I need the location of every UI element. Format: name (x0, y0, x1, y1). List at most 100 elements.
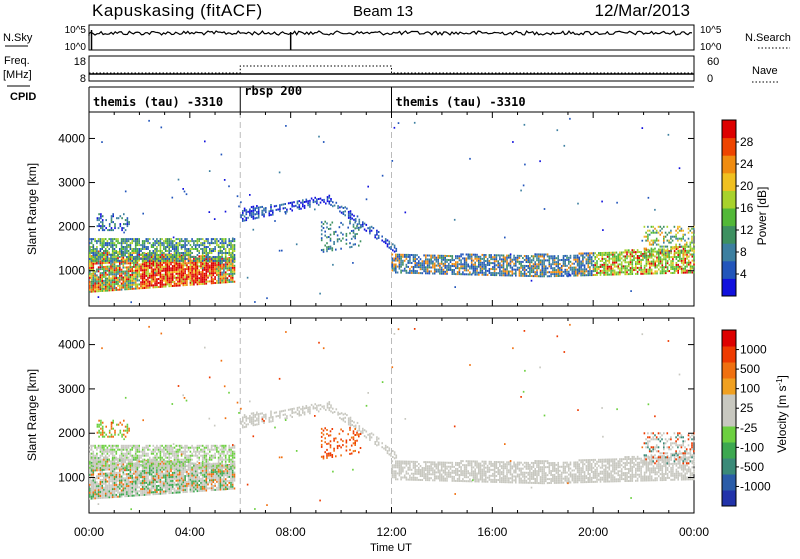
range-gate-cell (314, 197, 316, 199)
range-gate-cell (690, 242, 692, 244)
range-gate-cell (524, 255, 526, 257)
range-gate-cell (206, 281, 208, 283)
range-gate-cell (503, 255, 505, 257)
range-gate-cell (197, 242, 199, 244)
range-gate-cell (644, 267, 646, 269)
range-gate-cell (661, 246, 663, 248)
range-gate-cell (209, 244, 211, 246)
range-gate-cell (684, 266, 686, 268)
range-gate-cell (543, 260, 545, 262)
range-gate-cell (114, 496, 116, 498)
range-gate-cell (510, 275, 512, 277)
range-gate-cell (610, 274, 612, 276)
range-gate-cell (473, 264, 475, 266)
range-gate-cell (683, 262, 685, 264)
range-gate-cell (98, 286, 100, 288)
range-gate-cell (114, 261, 116, 263)
range-gate-cell (686, 272, 688, 274)
range-gate-cell (418, 262, 420, 264)
range-gate-cell (105, 266, 107, 268)
range-gate-cell (144, 260, 146, 262)
range-gate-cell (351, 246, 353, 248)
range-gate-cell (121, 242, 123, 244)
range-gate-cell (443, 273, 445, 275)
range-gate-cell (207, 246, 209, 248)
range-gate-cell (119, 260, 121, 262)
range-gate-cell (133, 258, 135, 260)
range-gate-cell (154, 483, 156, 485)
range-gate-cell (686, 254, 688, 256)
range-gate-cell (450, 255, 452, 257)
range-gate-cell (172, 256, 174, 258)
range-gate-cell (116, 482, 118, 484)
range-gate-cell (343, 207, 345, 209)
range-gate-cell (206, 246, 208, 248)
range-gate-cell (133, 240, 135, 242)
range-gate-cell (158, 264, 160, 266)
range-gate-cell (218, 282, 220, 284)
range-gate-cell (570, 255, 572, 257)
range-gate-cell (542, 273, 544, 275)
range-gate-cell (441, 257, 443, 259)
range-gate-cell (450, 261, 452, 263)
range-gate-cell (114, 474, 116, 476)
range-gate-cell (107, 278, 109, 280)
range-gate-cell (117, 472, 119, 474)
range-gate-cell (91, 258, 93, 260)
range-gate-cell (420, 264, 422, 266)
range-gate-cell (430, 263, 432, 265)
range-gate-cell (385, 238, 387, 240)
range-gate-cell (330, 198, 332, 200)
range-gate-cell (227, 273, 229, 275)
range-gate-cell (633, 249, 635, 251)
range-gate-cell (147, 238, 149, 240)
range-gate-cell (626, 253, 628, 255)
range-gate-cell (330, 238, 332, 240)
range-gate-cell (91, 281, 93, 283)
range-gate-cell (658, 244, 660, 246)
range-gate-cell (422, 260, 424, 262)
range-gate-cell (497, 266, 499, 268)
range-gate-cell (534, 273, 536, 275)
range-gate-cell (117, 289, 119, 291)
range-gate-cell (98, 217, 100, 219)
range-gate-cell (396, 248, 398, 250)
range-gate-cell (392, 269, 394, 271)
range-gate-cell (223, 279, 225, 281)
range-gate-cell (107, 493, 109, 495)
range-gate-cell (103, 274, 105, 276)
range-gate-cell (176, 256, 178, 258)
scatter-cell (531, 280, 533, 282)
range-gate-cell (637, 263, 639, 265)
range-gate-cell (561, 265, 563, 267)
nsky-label: N.Sky (3, 32, 33, 44)
range-gate-cell (414, 270, 416, 272)
range-gate-cell (577, 259, 579, 261)
range-gate-cell (188, 278, 190, 280)
range-gate-cell (147, 246, 149, 248)
range-gate-cell (272, 214, 274, 216)
range-gate-cell (168, 242, 170, 244)
range-gate-cell (168, 267, 170, 269)
range-gate-cell (121, 287, 123, 289)
range-gate-cell (366, 224, 368, 226)
range-gate-cell (191, 268, 193, 270)
range-gate-cell (490, 256, 492, 258)
range-gate-cell (165, 470, 167, 472)
range-gate-cell (174, 258, 176, 260)
range-gate-cell (94, 240, 96, 242)
range-gate-cell (165, 280, 167, 282)
range-gate-cell (193, 276, 195, 278)
range-gate-cell (429, 262, 431, 264)
range-gate-cell (137, 274, 139, 276)
range-gate-cell (232, 254, 234, 256)
range-gate-cell (176, 252, 178, 254)
range-gate-cell (665, 246, 667, 248)
range-gate-cell (519, 263, 521, 265)
range-gate-cell (142, 283, 144, 285)
range-gate-cell (598, 272, 600, 274)
range-gate-cell (688, 260, 690, 262)
range-gate-cell (158, 479, 160, 481)
range-gate-cell (103, 256, 105, 258)
range-gate-cell (602, 254, 604, 256)
